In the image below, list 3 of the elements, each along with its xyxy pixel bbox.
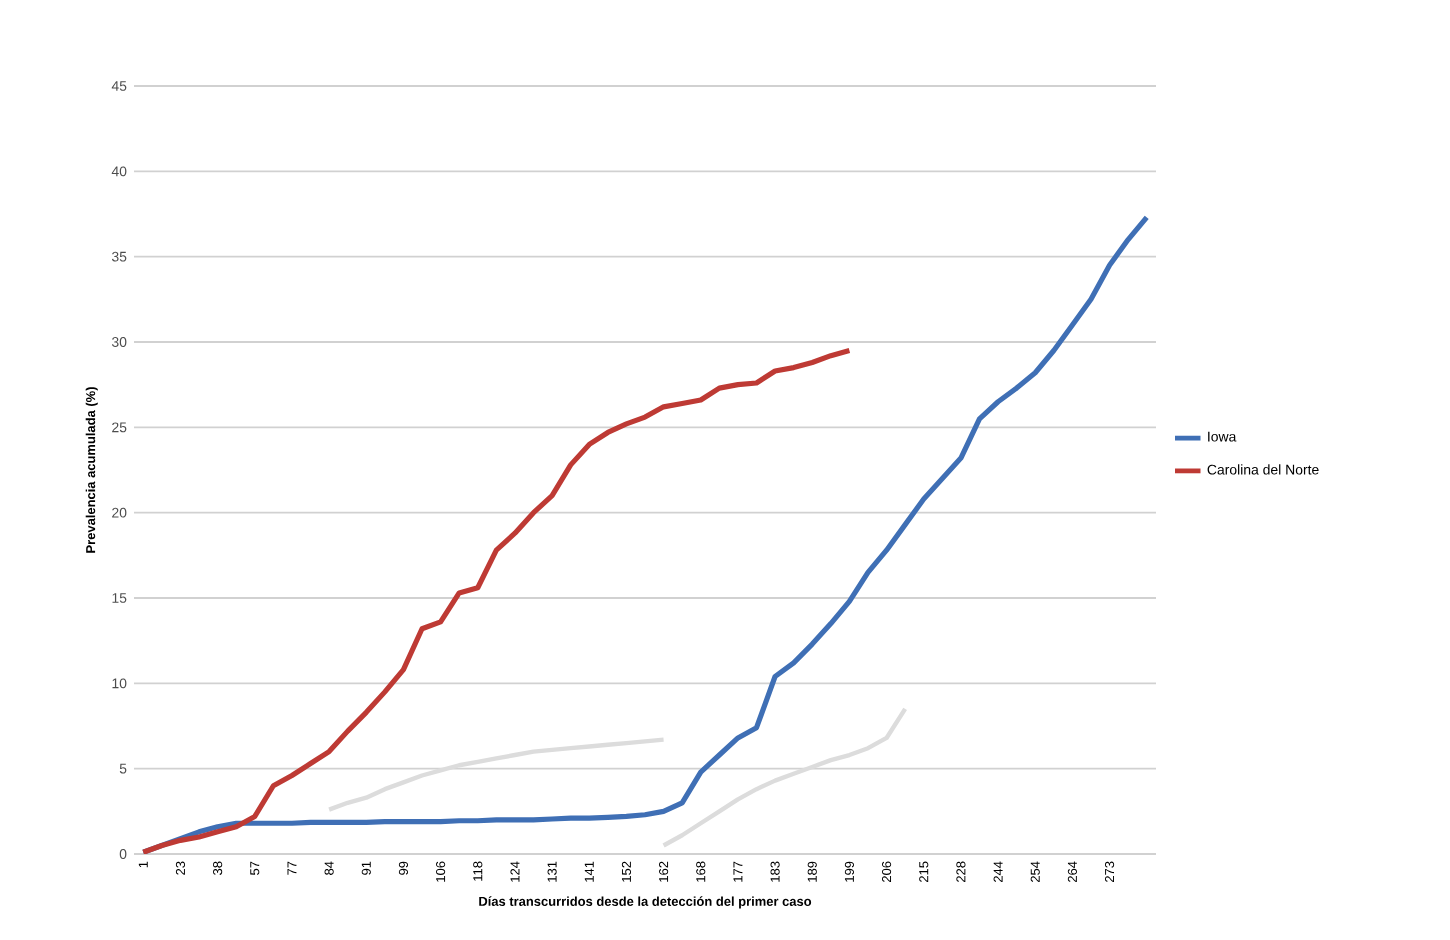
line-series [140, 347, 852, 854]
line-series [326, 737, 666, 812]
line-series [661, 706, 908, 848]
